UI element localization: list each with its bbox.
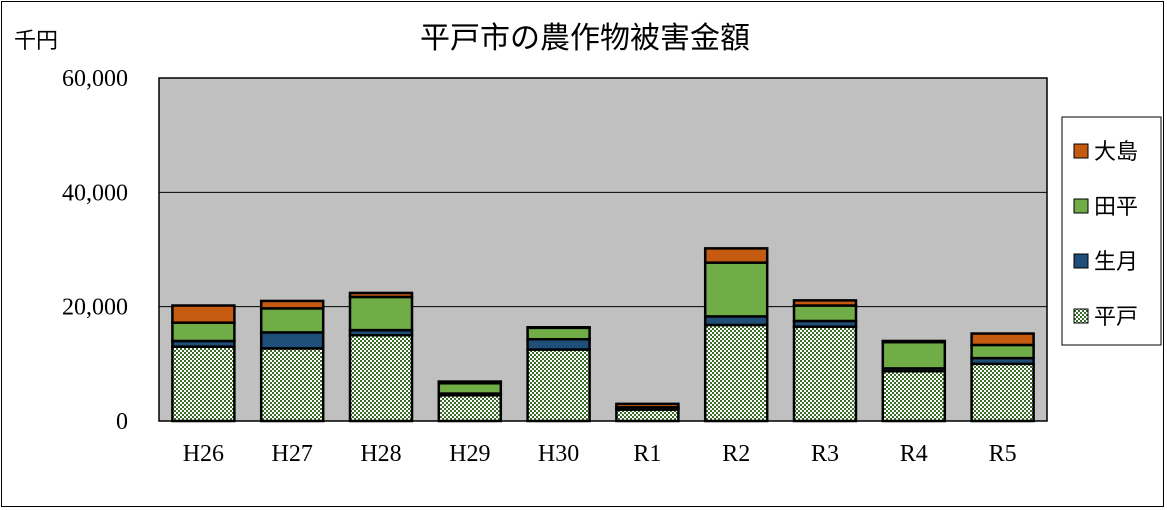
y-tick-label: 20,000: [62, 295, 128, 321]
legend-swatch: [1073, 308, 1089, 324]
bar-segment: [526, 326, 591, 341]
bar-segment: [703, 315, 769, 327]
bar-segment: [259, 347, 325, 423]
bar-segment: [703, 323, 769, 423]
bar-segment: [970, 362, 1035, 423]
bar-segment: [703, 247, 769, 264]
legend-label: 大島: [1094, 140, 1138, 165]
bar-segment: [881, 370, 947, 423]
legend-label: 生月: [1094, 250, 1138, 275]
bar-segment: [792, 299, 858, 307]
y-tick-label: 0: [116, 409, 128, 435]
y-tick-labels: 60,000 40,000 20,000 0: [62, 66, 128, 435]
bar-segment: [437, 382, 503, 395]
x-tick-label: R3: [811, 441, 839, 467]
y-axis-unit: 千円: [14, 29, 58, 54]
bar-segment: [259, 307, 325, 334]
bar-segment: [259, 299, 325, 310]
x-tick-label: H28: [360, 441, 401, 467]
legend-label: 田平: [1094, 195, 1138, 220]
bar-segment: [970, 343, 1035, 360]
x-tick-label: H26: [183, 441, 224, 467]
bar-segment: [348, 291, 414, 299]
x-tick-label: R4: [900, 441, 928, 467]
bar-segment: [171, 345, 236, 423]
bar-segment: [348, 334, 414, 423]
bar-segment: [526, 338, 591, 351]
bar-segment: [615, 402, 680, 409]
x-tick-label: H29: [449, 441, 490, 467]
x-tick-label: H27: [272, 441, 313, 467]
bar-segment: [437, 394, 503, 423]
plot-border: [158, 77, 1048, 422]
legend-swatch: [1073, 143, 1089, 159]
bar-segment: [348, 295, 414, 332]
y-tick-label: 40,000: [62, 180, 128, 206]
x-tick-label: H30: [538, 441, 579, 467]
bar-segment: [615, 408, 680, 423]
bar-segment: [171, 321, 236, 343]
bar-segment: [792, 325, 858, 423]
legend-swatch: [1073, 253, 1089, 269]
bar-segment: [437, 380, 503, 385]
bar-segment: [703, 261, 769, 318]
bar-segment: [881, 339, 947, 344]
x-tick-label: R1: [633, 441, 661, 467]
bar-segment: [881, 340, 947, 370]
x-tick-labels: H26 H27 H28 H29 H30 R1 R2 R3 R4 R5: [183, 441, 1017, 467]
bar-segment: [526, 348, 591, 423]
bar-segment: [259, 331, 325, 350]
chart-title: 平戸市の農作物被害金額: [420, 21, 750, 56]
legend-label: 平戸: [1094, 305, 1138, 330]
bar-segment: [792, 304, 858, 323]
bar-segment: [526, 325, 591, 330]
bar-segment: [171, 304, 236, 324]
y-tick-label: 60,000: [62, 66, 128, 92]
legend-swatch: [1073, 198, 1089, 214]
x-tick-label: R2: [722, 441, 750, 467]
bar-segment: [970, 332, 1035, 347]
x-tick-label: R5: [989, 441, 1017, 467]
